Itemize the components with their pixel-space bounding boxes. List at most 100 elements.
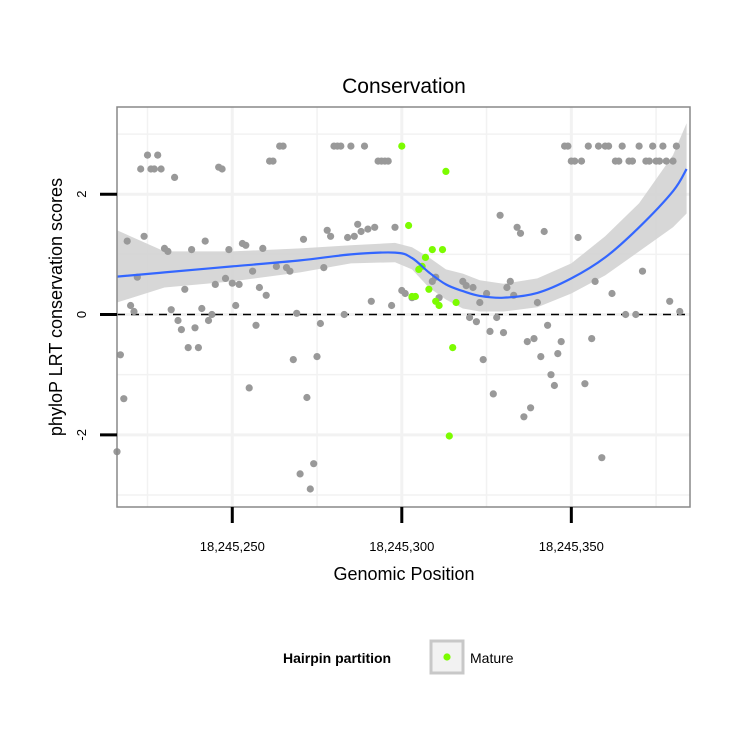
point-other xyxy=(655,157,664,165)
point-other xyxy=(523,338,531,346)
point-other xyxy=(232,301,240,310)
x-tick-label: 18,245,350 xyxy=(539,539,604,554)
point-mature xyxy=(445,432,453,440)
x-tick-label: 18,245,250 xyxy=(200,539,265,554)
point-other xyxy=(483,289,491,298)
point-mature xyxy=(435,301,443,310)
point-other xyxy=(516,229,525,237)
point-other xyxy=(299,235,308,243)
point-other xyxy=(550,381,559,390)
point-other xyxy=(337,142,345,150)
point-other xyxy=(120,395,128,403)
point-other xyxy=(123,237,131,245)
point-mature xyxy=(421,253,430,261)
point-other xyxy=(649,142,657,150)
point-other xyxy=(533,298,542,307)
point-other xyxy=(384,157,392,165)
point-other xyxy=(225,246,233,254)
point-other xyxy=(469,283,477,292)
point-other xyxy=(228,279,236,287)
point-other xyxy=(367,297,375,305)
point-other xyxy=(364,225,372,233)
point-other xyxy=(235,280,243,288)
point-other xyxy=(540,227,548,236)
point-other xyxy=(313,353,321,361)
point-other xyxy=(164,247,172,255)
point-other xyxy=(486,327,494,335)
point-other xyxy=(638,267,647,275)
point-other xyxy=(520,413,528,421)
point-other xyxy=(174,316,182,325)
point-other xyxy=(496,211,504,219)
point-other xyxy=(140,232,148,240)
point-other xyxy=(201,237,209,245)
point-other xyxy=(544,321,552,329)
point-other xyxy=(208,310,216,319)
point-mature xyxy=(398,142,406,150)
point-other xyxy=(320,264,328,272)
point-other xyxy=(645,157,653,165)
point-other xyxy=(245,384,253,392)
point-other xyxy=(472,318,480,326)
point-other xyxy=(506,277,514,285)
point-other xyxy=(272,262,280,270)
point-other xyxy=(537,353,545,361)
point-other xyxy=(306,485,314,493)
legend: Hairpin partition Mature xyxy=(283,639,514,675)
x-axis: 18,245,250 18,245,300 18,245,350 xyxy=(200,507,604,554)
y-tick-label: 2 xyxy=(74,191,89,198)
point-other xyxy=(323,226,331,234)
point-other xyxy=(557,338,565,346)
point-other xyxy=(622,310,630,319)
point-other xyxy=(605,142,613,150)
point-other xyxy=(466,313,474,322)
point-other xyxy=(171,173,179,181)
legend-title: Hairpin partition xyxy=(283,650,391,666)
point-other xyxy=(221,274,230,282)
point-mature xyxy=(428,246,436,254)
point-other xyxy=(618,142,626,150)
point-other xyxy=(666,297,674,305)
point-other xyxy=(150,165,158,173)
legend-label-mature: Mature xyxy=(470,650,514,666)
point-other xyxy=(584,142,592,150)
point-other xyxy=(218,165,226,173)
point-other xyxy=(628,157,637,165)
point-other xyxy=(371,223,379,231)
point-other xyxy=(493,313,501,322)
point-other xyxy=(608,289,616,298)
point-other xyxy=(327,232,335,240)
point-other xyxy=(116,351,124,359)
point-other xyxy=(198,304,206,313)
point-other xyxy=(286,267,294,275)
point-other xyxy=(204,316,213,325)
point-other xyxy=(137,165,145,173)
scatter-points xyxy=(113,142,684,493)
point-mature xyxy=(449,344,457,352)
point-other xyxy=(154,151,162,159)
point-other xyxy=(347,142,355,150)
point-mature xyxy=(425,285,433,293)
point-other xyxy=(242,241,250,249)
point-other xyxy=(571,157,579,165)
point-mature xyxy=(438,246,447,254)
point-other xyxy=(476,298,484,307)
point-other xyxy=(615,157,623,165)
point-other xyxy=(554,350,562,358)
point-other xyxy=(581,380,589,388)
y-tick-label: 0 xyxy=(74,311,89,318)
point-other xyxy=(594,142,603,150)
point-other xyxy=(249,267,257,275)
x-tick-label: 18,245,300 xyxy=(369,539,434,554)
point-other xyxy=(672,142,681,150)
point-other xyxy=(591,277,599,285)
point-other xyxy=(489,390,497,398)
legend-mature-dot xyxy=(443,653,451,661)
point-other xyxy=(310,460,318,468)
point-other xyxy=(181,285,189,293)
point-other xyxy=(269,157,277,165)
point-other xyxy=(632,310,640,319)
chart-title: Conservation xyxy=(342,75,466,98)
point-other xyxy=(676,307,684,316)
